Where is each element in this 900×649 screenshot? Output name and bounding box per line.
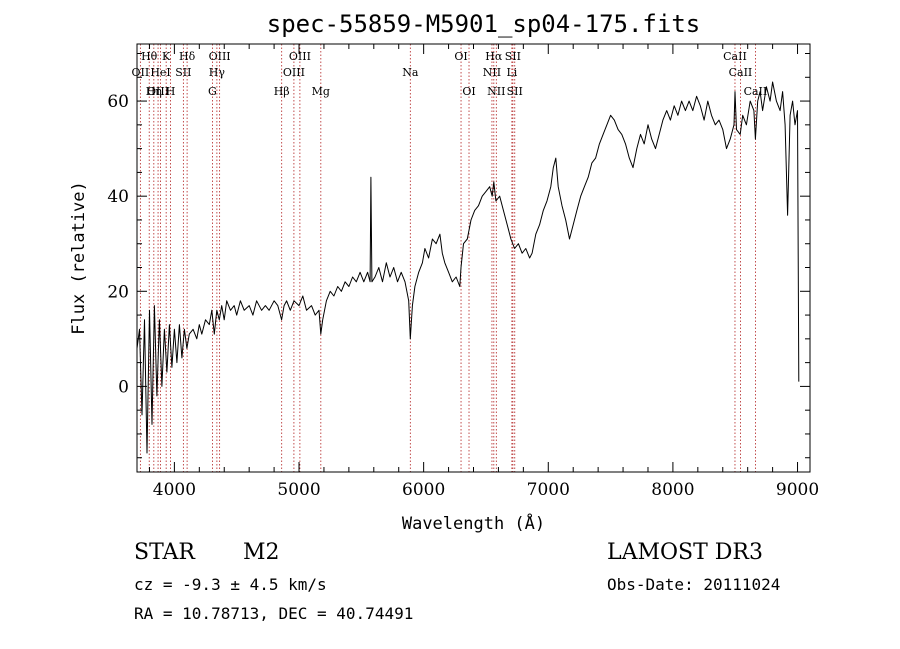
spectral-line-label: SII xyxy=(507,85,523,98)
spectral-line-label: OI xyxy=(462,85,475,98)
x-tick-label: 5000 xyxy=(277,480,320,500)
spectral-line-label: Hη xyxy=(146,85,162,98)
plot-axes xyxy=(136,43,811,473)
spectral-line-label: OIII xyxy=(283,66,305,79)
spectral-line-label: Hα xyxy=(485,50,503,63)
x-tick-label: 6000 xyxy=(402,480,445,500)
y-tick-label: 60 xyxy=(107,92,129,112)
observation-date: Obs-Date: 20111024 xyxy=(607,575,781,594)
spectral-line-label: CaII xyxy=(744,85,768,98)
spectral-line-label: OIII xyxy=(147,85,169,98)
spectral-line-label: SII xyxy=(505,50,521,63)
y-tick-label: 20 xyxy=(107,282,129,302)
spectrum-line xyxy=(136,81,800,454)
spectral-line-label: CaII xyxy=(729,66,753,79)
spectral-line-label: NII xyxy=(487,85,505,98)
spectral-line-label: CaII xyxy=(723,50,747,63)
spectral-line-label: OI xyxy=(454,50,467,63)
y-axis-label: Flux (relative) xyxy=(69,181,89,335)
x-tick-label: 4000 xyxy=(153,480,196,500)
redshift-velocity: cz = -9.3 ± 4.5 km/s xyxy=(134,575,327,594)
spectral-line-label: OIII xyxy=(209,50,231,63)
spectral-line-label: Li xyxy=(506,66,517,79)
chart-text: Hθ OII OIII HeI Hη K H SII Hδ OIII Hγ G OIII OIII Hβ Mg… xyxy=(69,10,819,534)
plot-frame xyxy=(136,43,811,473)
spectral-line-label: OII xyxy=(132,66,150,79)
spectral-line-markers xyxy=(139,44,756,472)
spectral-line-label: Hβ xyxy=(274,85,290,98)
spectral-line-label: K xyxy=(162,50,171,63)
x-tick-label: 8000 xyxy=(651,480,694,500)
x-axis-label: Wavelength (Å) xyxy=(402,512,545,534)
spectral-line-label: Hγ xyxy=(209,66,226,79)
chart-title: spec-55859-M5901_sp04-175.fits xyxy=(267,10,700,38)
spectral-line-label: H xyxy=(166,85,176,98)
spectral-line-label: Na xyxy=(402,66,419,79)
x-tick-label: 7000 xyxy=(527,480,570,500)
spectral-line-label: NII xyxy=(483,66,501,79)
spectral-line-label: Mg xyxy=(312,85,330,98)
y-tick-label: 40 xyxy=(107,187,129,207)
spectral-line-label: SII xyxy=(175,66,191,79)
x-tick-label: 9000 xyxy=(776,480,819,500)
spectral-line-label: OIII xyxy=(289,50,311,63)
sky-coordinates: RA = 10.78713, DEC = 40.74491 xyxy=(134,604,414,623)
spectrum-series xyxy=(136,81,800,454)
spectral-line-label: Hδ xyxy=(179,50,196,63)
y-tick-label: 0 xyxy=(118,377,129,397)
spectral-line-label: HeI xyxy=(150,66,170,79)
object-subclass: M2 xyxy=(243,540,280,565)
spectral-line-label: Hθ xyxy=(141,50,158,63)
object-class: STAR xyxy=(134,540,195,565)
spectral-line-label: G xyxy=(208,85,217,98)
survey-name: LAMOST DR3 xyxy=(607,540,763,565)
